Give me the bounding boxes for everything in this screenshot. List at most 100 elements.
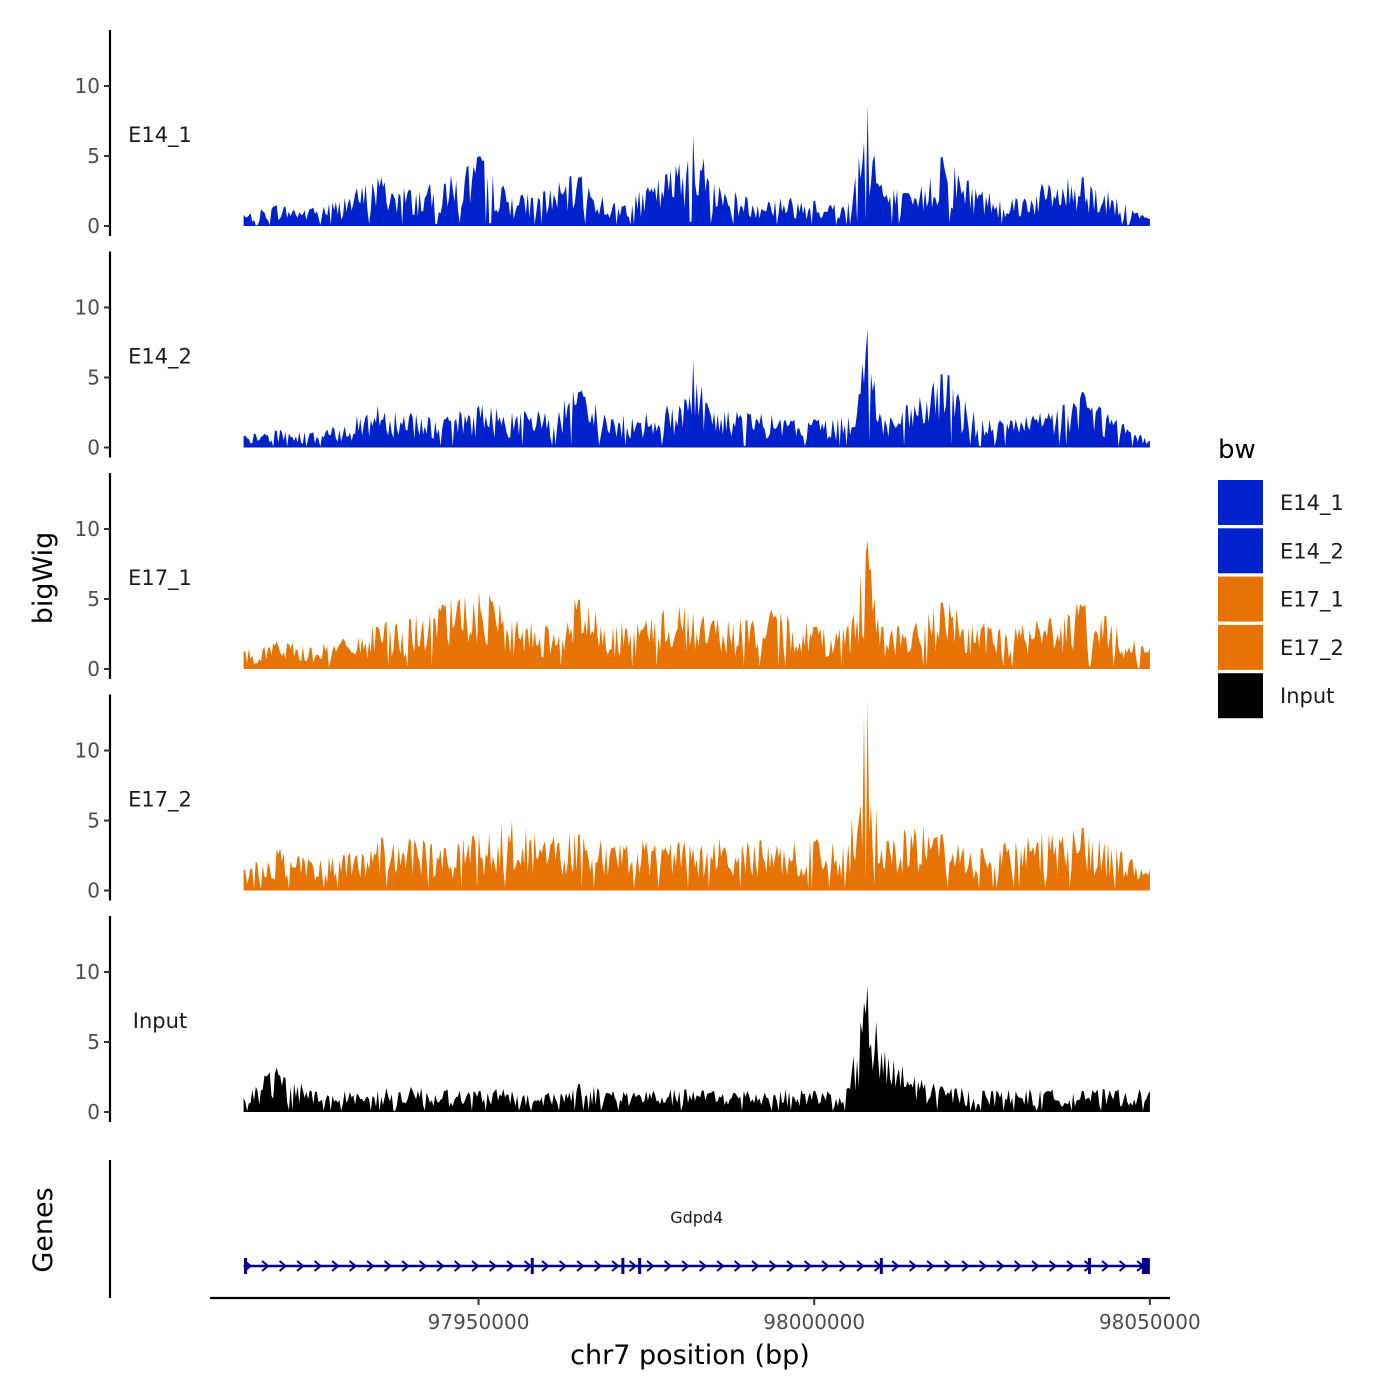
x-tick-label: 98000000: [763, 1310, 865, 1334]
track-e14-2: 0 5 10 E14_2: [75, 251, 1150, 460]
legend: bw E14_1 E14_2 E17_1 E17_2 Input: [1218, 435, 1344, 719]
legend-key: [1218, 528, 1263, 574]
strand-arrow: [418, 1260, 428, 1272]
legend-title: bw: [1218, 435, 1256, 465]
legend-key: [1218, 624, 1263, 670]
bigwig-tracks: 0 5 10 E14_1 0 5 10 E14_2 0 5 10 E17_1 0 5 10 E17_2 0 5 10…: [75, 30, 1150, 1124]
strand-arrow: [1101, 1260, 1110, 1272]
y-tick-label: 5: [87, 144, 100, 168]
x-tick-label: 97950000: [428, 1310, 530, 1334]
track-input: 0 5 10 Input: [75, 916, 1150, 1124]
legend-key: [1218, 673, 1263, 719]
strand-arrow: [593, 1260, 603, 1272]
strand-arrow: [856, 1260, 865, 1272]
legend-key: [1218, 576, 1263, 622]
strand-arrow: [436, 1260, 445, 1272]
strand-arrow: [331, 1260, 340, 1272]
track-label: E17_1: [128, 566, 192, 591]
legend-label: E17_1: [1280, 588, 1344, 613]
signal-area-e14-1: [243, 104, 1150, 226]
y-tick-label: 0: [87, 436, 100, 460]
legend-item-e14-2: E14_2: [1218, 528, 1344, 574]
strand-arrow: [576, 1260, 585, 1272]
strand-arrow: [681, 1260, 690, 1272]
exon: [638, 1258, 642, 1274]
track-e17-2: 0 5 10 E17_2: [75, 694, 1150, 903]
y-tick-label: 5: [87, 366, 100, 390]
strand-arrow: [891, 1260, 900, 1272]
strand-arrow: [646, 1260, 655, 1272]
y-tick-label: 0: [87, 1100, 100, 1124]
exon: [530, 1258, 534, 1274]
strand-arrow: [488, 1260, 498, 1272]
legend-item-e14-1: E14_1: [1218, 480, 1344, 525]
legend-item-input: Input: [1218, 673, 1334, 719]
strand-arrow: [663, 1260, 673, 1272]
strand-arrow: [996, 1260, 1005, 1272]
y-tick-label: 5: [87, 1030, 100, 1054]
y-tick-label: 10: [75, 74, 100, 98]
track-label: E17_2: [128, 788, 192, 813]
exon: [1087, 1258, 1091, 1274]
exon: [1141, 1258, 1150, 1274]
track-label: E14_2: [128, 345, 192, 370]
strand-arrow: [698, 1260, 708, 1272]
strand-arrow: [541, 1260, 550, 1272]
strand-arrow: [506, 1260, 515, 1272]
strand-arrow: [1031, 1260, 1040, 1272]
strand-arrow: [716, 1260, 725, 1272]
exon: [244, 1258, 248, 1274]
signal-area-e17-2: [243, 700, 1150, 891]
legend-key: [1218, 480, 1263, 525]
strand-arrow: [978, 1260, 988, 1272]
strand-arrow: [296, 1260, 305, 1272]
signal-area-e14-2: [243, 328, 1150, 448]
strand-arrow: [523, 1260, 533, 1272]
legend-label: Input: [1280, 684, 1334, 708]
strand-arrow: [786, 1260, 795, 1272]
strand-arrow: [821, 1260, 830, 1272]
x-tick-label: 98050000: [1099, 1310, 1201, 1334]
strand-arrow: [943, 1260, 953, 1272]
exon: [879, 1258, 883, 1274]
signal-area-input: [243, 985, 1150, 1112]
strand-arrow: [471, 1260, 480, 1272]
x-axis: 97950000 98000000 98050000: [210, 1296, 1201, 1334]
gene-track: Gdpd4: [108, 1160, 1150, 1298]
strand-arrow: [278, 1260, 288, 1272]
strand-arrow: [611, 1260, 620, 1272]
strand-arrow: [803, 1260, 813, 1272]
strand-arrow: [733, 1260, 743, 1272]
gene-gdpd4: Gdpd4: [243, 1208, 1150, 1274]
legend-label: E14_1: [1280, 491, 1344, 516]
y-tick-label: 5: [87, 809, 100, 833]
genes-track-title: Genes: [28, 1187, 59, 1272]
legend-item-e17-2: E17_2: [1218, 624, 1344, 670]
y-tick-label: 10: [75, 296, 100, 320]
y-tick-label: 10: [75, 960, 100, 984]
strand-arrow: [1066, 1260, 1075, 1272]
y-tick-label: 10: [75, 517, 100, 541]
legend-item-e17-1: E17_1: [1218, 576, 1344, 622]
strand-arrow: [768, 1260, 778, 1272]
strand-arrow: [926, 1260, 935, 1272]
track-e14-1: 0 5 10 E14_1: [75, 30, 1150, 238]
strand-arrow: [961, 1260, 970, 1272]
strand-arrow: [261, 1260, 270, 1272]
strand-arrow: [401, 1260, 410, 1272]
track-label: E14_1: [128, 123, 192, 148]
strand-arrow: [383, 1260, 393, 1272]
strand-arrow: [628, 1260, 638, 1272]
legend-label: E14_2: [1280, 539, 1344, 564]
track-label: Input: [133, 1009, 187, 1033]
x-axis-title: chr7 position (bp): [570, 1340, 810, 1371]
y-tick-label: 0: [87, 879, 100, 903]
strand-arrow: [348, 1260, 358, 1272]
strand-arrow: [1118, 1260, 1128, 1272]
strand-arrow: [1048, 1260, 1058, 1272]
y-axis-title: bigWig: [28, 532, 59, 625]
track-e17-1: 0 5 10 E17_1: [75, 473, 1150, 681]
signal-area-e17-1: [243, 540, 1150, 669]
y-tick-label: 5: [87, 587, 100, 611]
